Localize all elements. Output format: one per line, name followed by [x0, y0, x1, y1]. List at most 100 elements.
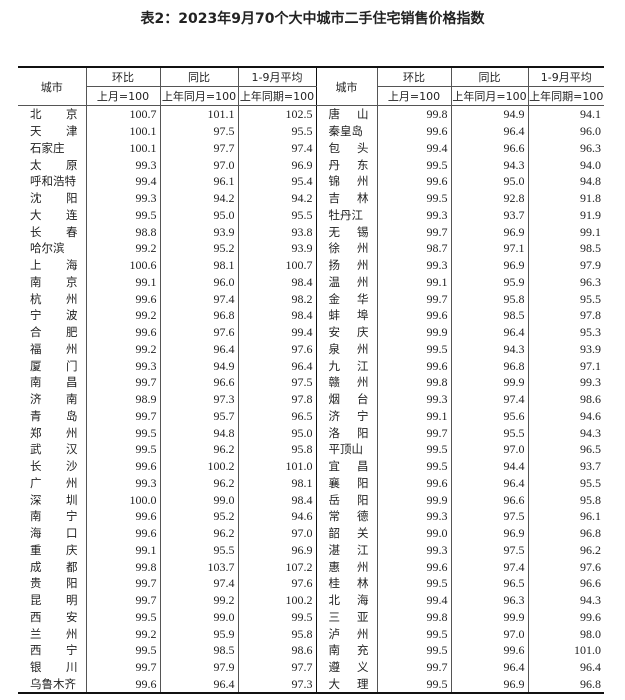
value-avg-2: 97.8 — [527, 307, 604, 324]
value-avg-2: 101.0 — [527, 642, 604, 659]
city-name: 成都 — [30, 559, 78, 574]
value-avg: 98.2 — [237, 290, 316, 307]
value-avg-2: 96.8 — [527, 675, 604, 694]
city-name: 呼和浩特 — [30, 174, 76, 189]
city-name-2: 常德 — [315, 508, 377, 525]
table-row: 上海 100.6 98.1 100.7 扬州 99.3 96.9 97.9 — [18, 256, 604, 274]
value-avg: 96.9 — [237, 156, 316, 173]
value-yoy-2: 97.0 — [450, 625, 528, 642]
value-avg-2: 94.3 — [527, 591, 604, 609]
value-mom: 99.5 — [85, 642, 160, 659]
value-mom: 99.2 — [85, 340, 160, 358]
value-yoy-2: 95.9 — [450, 273, 528, 291]
table-row: 银川 99.7 97.9 97.7 遵义 99.7 96.4 96.4 — [18, 658, 604, 676]
table-row: 西安 99.5 99.0 99.5 三亚 99.8 99.9 99.6 — [18, 608, 604, 626]
value-yoy-2: 95.6 — [450, 407, 528, 425]
table-row: 武汉 99.5 96.2 95.8 平顶山 99.5 97.0 96.5 — [18, 441, 604, 458]
value-mom: 99.6 — [85, 524, 160, 542]
value-mom-2: 99.7 — [376, 424, 451, 441]
city-name: 上海 — [30, 258, 78, 273]
value-avg: 95.8 — [237, 625, 316, 642]
table-row: 成都 99.8 103.7 107.2 惠州 99.6 97.4 97.6 — [18, 558, 604, 575]
value-yoy-2: 94.3 — [450, 340, 528, 358]
city-name-2: 牡丹江 — [315, 206, 377, 224]
value-yoy: 96.2 — [159, 474, 238, 492]
table-row: 合肥 99.6 97.6 99.4 安庆 99.9 96.4 95.3 — [18, 323, 604, 341]
value-yoy-2: 95.8 — [450, 290, 528, 307]
table-row: 厦门 99.3 94.9 96.4 九江 99.6 96.8 97.1 — [18, 357, 604, 374]
value-avg-2: 96.2 — [527, 541, 604, 559]
value-avg-2: 96.5 — [527, 441, 604, 458]
value-mom-2: 99.5 — [376, 340, 451, 358]
value-avg: 97.6 — [237, 340, 316, 358]
col-header-yoy-2: 同比 — [450, 67, 528, 87]
value-avg: 97.7 — [237, 658, 316, 676]
value-yoy: 96.8 — [159, 307, 238, 324]
value-mom-2: 99.8 — [376, 608, 451, 626]
table-row: 南宁 99.6 95.2 94.6 常德 99.3 97.5 96.1 — [18, 508, 604, 525]
value-mom-2: 99.6 — [376, 357, 451, 374]
city-name: 南京 — [30, 274, 78, 289]
value-avg-2: 98.5 — [527, 240, 604, 257]
value-avg: 96.5 — [237, 407, 316, 425]
value-avg-2: 94.8 — [527, 173, 604, 190]
value-avg-2: 97.9 — [527, 256, 604, 274]
city-name: 昆明 — [30, 593, 78, 608]
value-avg-2: 97.1 — [527, 357, 604, 374]
city-name-2: 秦皇岛 — [315, 122, 377, 140]
value-avg: 98.6 — [237, 642, 316, 659]
table-row: 深圳 100.0 99.0 98.4 岳阳 99.9 96.6 95.8 — [18, 491, 604, 508]
city-name: 厦门 — [30, 358, 78, 373]
table-row: 西宁 99.5 98.5 98.6 南充 99.5 99.6 101.0 — [18, 642, 604, 659]
value-yoy: 95.5 — [159, 541, 238, 559]
value-yoy: 97.5 — [159, 122, 238, 140]
value-yoy: 95.9 — [159, 625, 238, 642]
value-yoy: 96.2 — [159, 441, 238, 458]
value-avg: 96.9 — [237, 541, 316, 559]
table-title: 表2：2023年9月70个大中城市二手住宅销售价格指数 — [140, 11, 485, 27]
value-avg-2: 94.6 — [527, 407, 604, 425]
value-yoy: 98.5 — [159, 642, 238, 659]
value-mom: 99.4 — [85, 173, 160, 190]
city-name: 西安 — [30, 609, 78, 624]
col-header-yoy: 同比 — [159, 67, 238, 87]
value-yoy-2: 96.4 — [450, 658, 528, 676]
value-avg-2: 97.6 — [527, 558, 604, 575]
value-yoy-2: 99.9 — [450, 374, 528, 391]
city-name-2: 平顶山 — [315, 441, 377, 458]
value-yoy: 99.2 — [159, 591, 238, 609]
value-mom-2: 99.3 — [376, 256, 451, 274]
city-name-2: 大理 — [315, 675, 377, 694]
city-name-2: 泸州 — [315, 625, 377, 642]
city-name: 福州 — [30, 341, 78, 356]
value-avg: 96.4 — [237, 357, 316, 374]
value-mom-2: 99.6 — [376, 558, 451, 575]
col-base-mom: 上月=100 — [85, 86, 160, 106]
value-yoy-2: 92.8 — [450, 189, 528, 207]
value-yoy-2: 96.6 — [450, 491, 528, 508]
value-avg: 97.3 — [237, 675, 316, 694]
value-avg: 93.9 — [237, 240, 316, 257]
value-avg-2: 96.4 — [527, 658, 604, 676]
value-mom: 99.6 — [85, 290, 160, 307]
city-name-2: 徐州 — [315, 240, 377, 257]
city-name-2: 北海 — [315, 591, 377, 609]
value-avg: 93.8 — [237, 223, 316, 240]
table-row: 哈尔滨 99.2 95.2 93.9 徐州 98.7 97.1 98.5 — [18, 240, 604, 257]
city-name-2: 包头 — [315, 139, 377, 157]
col-base-yoy: 上年同月=100 — [159, 86, 238, 106]
value-avg: 95.5 — [237, 206, 316, 224]
value-avg: 97.5 — [237, 374, 316, 391]
value-mom: 99.6 — [85, 323, 160, 341]
value-yoy: 98.1 — [159, 256, 238, 274]
city-name: 青岛 — [30, 408, 78, 423]
city-name: 西宁 — [30, 643, 78, 658]
col-header-mom-2: 环比 — [376, 67, 451, 87]
value-yoy: 95.0 — [159, 206, 238, 224]
city-name-2: 唐山 — [315, 105, 377, 123]
value-mom-2: 99.5 — [376, 675, 451, 694]
value-mom-2: 99.5 — [376, 625, 451, 642]
city-name: 沈阳 — [30, 191, 78, 206]
table-row: 昆明 99.7 99.2 100.2 北海 99.4 96.3 94.3 — [18, 591, 604, 609]
value-mom: 99.3 — [85, 357, 160, 374]
